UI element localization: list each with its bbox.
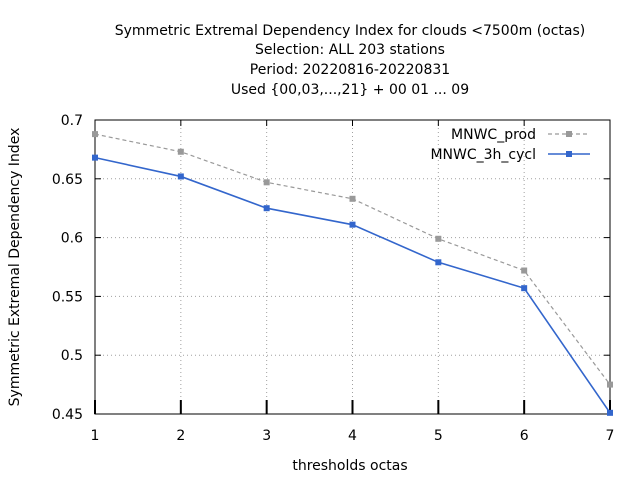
y-axis-label: Symmetric Extremal Dependency Index [7,128,23,407]
y-tick-label: 0.55 [52,289,83,305]
series-layer [92,131,613,416]
y-tick-label: 0.45 [52,407,83,423]
legend-swatch-marker [566,151,572,157]
x-tick-label: 2 [176,428,185,444]
data-point [92,131,98,138]
data-point [177,148,184,155]
axes: 0.45 0.5 0.55 0.6 0.65 0.7 1 2 3 4 5 6 7 [52,113,615,444]
chart-title-line-1: Symmetric Extremal Dependency Index for … [115,23,586,39]
data-point [177,173,184,180]
data-point [435,259,442,266]
x-tick-label: 4 [348,428,357,444]
legend-label: MNWC_prod [451,127,536,143]
data-point [349,221,356,228]
data-point [607,409,613,416]
grid [95,120,610,414]
x-axis-label: thresholds octas [292,458,407,474]
y-tick-label: 0.6 [61,231,83,247]
x-tick-label: 3 [262,428,271,444]
chart-title: Symmetric Extremal Dependency Index for … [115,23,586,98]
chart-title-line-2: Selection: ALL 203 stations [255,42,445,58]
data-point [263,179,270,186]
data-point [435,235,442,242]
chart-title-line-4: Used {00,03,...,21} + 00 01 ... 09 [231,82,469,98]
data-point [521,285,528,292]
data-point [349,195,356,202]
series-line-MNWC_prod [94,133,611,385]
data-point [521,267,528,274]
chart-title-line-3: Period: 20220816-20220831 [250,62,450,78]
x-tick-label: 5 [434,428,443,444]
x-tick-label: 6 [520,428,529,444]
x-tick-label: 1 [91,428,100,444]
x-tick-label: 7 [606,428,615,444]
y-tick-label: 0.65 [52,172,83,188]
y-tick-label: 0.7 [61,113,83,129]
legend: MNWC_prod MNWC_3h_cycl [430,127,590,163]
y-tick-label: 0.5 [61,348,83,364]
data-point [263,205,270,212]
data-point [92,154,98,161]
data-point [607,381,613,388]
legend-label: MNWC_3h_cycl [430,147,536,163]
legend-swatch-marker [566,131,572,137]
plot-border [94,119,611,415]
